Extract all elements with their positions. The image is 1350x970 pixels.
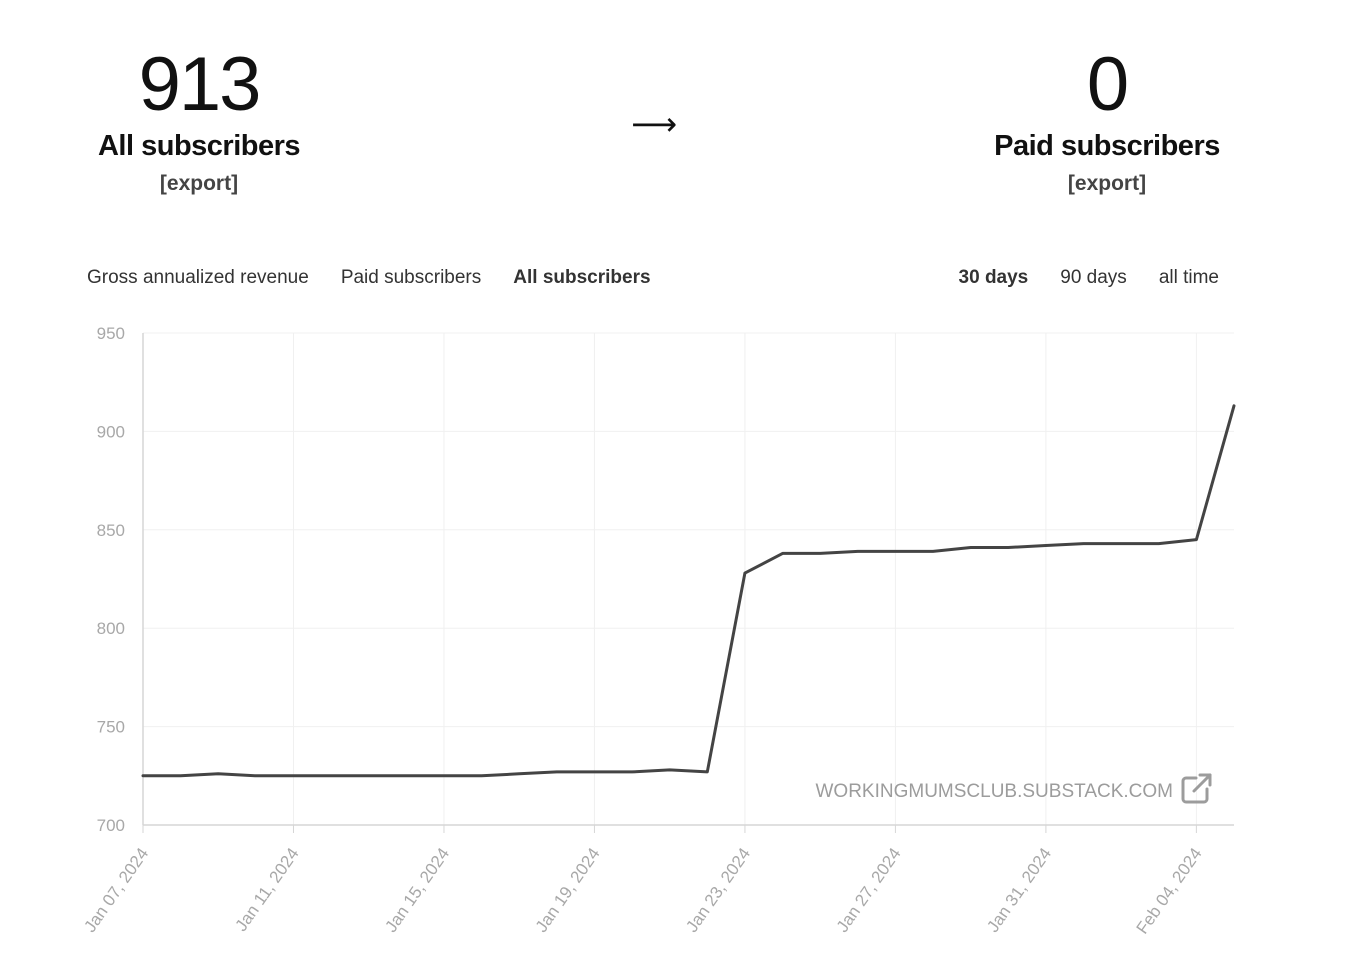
tab-gross-annualized-revenue[interactable]: Gross annualized revenue (87, 267, 309, 288)
y-tick-label: 900 (97, 422, 125, 441)
x-tick-label: Jan 23, 2024 (682, 844, 754, 935)
export-paid-subscribers-link[interactable]: [export] (1067, 172, 1147, 195)
metric-tabs: Gross annualized revenue Paid subscribers… (87, 264, 683, 292)
x-tick-label: Jan 19, 2024 (532, 844, 604, 935)
x-tick-label: Feb 04, 2024 (1133, 844, 1206, 937)
subscribers-line-chart: 700 750 800 850 900 950 Jan 07, 2024 Jan 11, 20… (80, 324, 1236, 937)
paid-subscribers-count: 0 (1086, 42, 1129, 127)
all-subscribers-stat: 913 All subscribers [export] (60, 40, 338, 204)
chart-gridlines (142, 332, 1234, 825)
y-tick-label: 800 (97, 619, 125, 638)
tab-30-days[interactable]: 30 days (958, 267, 1029, 288)
all-subscribers-label: All subscribers (97, 130, 301, 162)
paid-subscribers-stat: 0 Paid subscribers [export] (968, 40, 1246, 204)
range-tabs: 30 days 90 days all time (927, 264, 1219, 292)
y-tick-label: 950 (97, 324, 125, 343)
x-tick-label: Jan 15, 2024 (381, 844, 453, 935)
arrow-right-icon: ⟶ (631, 106, 677, 142)
chart-series (141, 404, 1236, 778)
chart-tick-labels: 700 750 800 850 900 950 Jan 07, 2024 Jan 11, 20… (80, 324, 1205, 937)
watermark[interactable]: WORKINGMUMSCLUB.SUBSTACK.COM (815, 773, 1212, 804)
tab-all-time[interactable]: all time (1158, 267, 1219, 288)
tab-90-days[interactable]: 90 days (1060, 267, 1127, 288)
all-subscribers-count: 913 (138, 42, 262, 127)
x-tick-label: Jan 11, 2024 (232, 844, 303, 934)
y-tick-label: 850 (97, 521, 125, 540)
x-tick-label: Jan 27, 2024 (833, 844, 905, 935)
x-tick-label: Jan 07, 2024 (80, 844, 152, 935)
export-all-subscribers-link[interactable]: [export] (159, 172, 239, 195)
watermark-text[interactable]: WORKINGMUMSCLUB.SUBSTACK.COM (815, 781, 1173, 802)
y-tick-label: 750 (97, 718, 125, 737)
series-line (141, 404, 1236, 778)
paid-subscribers-label: Paid subscribers (994, 130, 1220, 162)
y-tick-label: 700 (97, 816, 125, 835)
chart-axes (142, 333, 1234, 833)
x-tick-label: Jan 31, 2024 (983, 844, 1055, 935)
tab-paid-subscribers[interactable]: Paid subscribers (340, 267, 482, 288)
external-link-icon[interactable] (1181, 773, 1212, 804)
tab-all-subscribers[interactable]: All subscribers (513, 267, 651, 288)
